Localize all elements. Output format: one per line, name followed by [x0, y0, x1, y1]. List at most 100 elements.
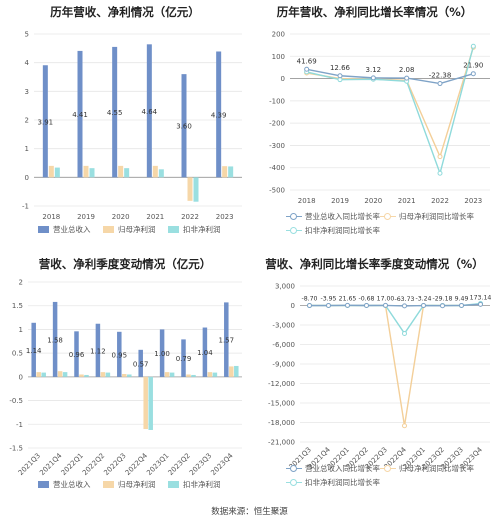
series-point: [326, 303, 331, 309]
bar-deducted: [84, 374, 89, 377]
x-tick-label: 2019: [77, 213, 95, 221]
x-tick-label: 2023: [464, 197, 482, 205]
data-label: 4.39: [211, 111, 227, 119]
y-tick-label: 1: [25, 145, 29, 153]
legend-swatch: [38, 481, 49, 488]
y-tick-label: 0.5: [12, 350, 23, 358]
data-label: 4.64: [142, 108, 158, 116]
series-point: [421, 303, 426, 309]
x-tick-label: 2020: [364, 197, 382, 205]
legend-marker: [286, 213, 302, 220]
bar-deducted: [234, 365, 239, 377]
data-label: -0.68: [358, 296, 374, 303]
bar-deducted: [89, 168, 95, 178]
legend-label: 营业总收入: [53, 225, 91, 234]
data-label: 0.96: [69, 351, 85, 359]
data-label: 3.12: [366, 66, 382, 74]
y-tick-label: 0: [281, 75, 285, 83]
data-label: 17.00: [377, 295, 395, 302]
data-label: 1.57: [219, 337, 235, 345]
bar-deducted: [127, 374, 132, 377]
y-tick-label: -6,000: [272, 341, 295, 349]
x-tick-label: 2023Q2: [167, 452, 192, 477]
legend-marker: [286, 227, 302, 234]
x-tick-label: 2021: [146, 213, 164, 221]
legend: 营业总收入同比增长率 归母净利润同比增长率 扣非净利润同比增长率: [250, 211, 499, 241]
data-label: 12.66: [330, 64, 351, 72]
y-tick-label: 0: [291, 302, 295, 310]
bar-net-profit: [79, 374, 84, 377]
data-label: 0.95: [112, 351, 128, 359]
legend-item-deducted-growth: 扣非净利润同比增长率: [286, 225, 380, 236]
legend-marker: [380, 213, 396, 220]
data-label: 4.41: [72, 111, 88, 119]
series-point: [402, 330, 407, 336]
bar-revenue: [216, 51, 222, 178]
legend-label: 扣非净利润: [183, 480, 221, 489]
bar-deducted: [124, 168, 130, 178]
bar-net-profit: [83, 165, 89, 178]
legend-marker: [286, 465, 302, 472]
y-tick-label: -1: [22, 203, 29, 211]
y-tick-label: -1: [16, 421, 23, 429]
data-label: 173.14: [470, 294, 492, 301]
bar-net-profit: [100, 372, 106, 377]
chart-title: 营收、净利季度变动情况（亿元）: [38, 257, 212, 271]
data-label: -29.18: [433, 296, 453, 303]
y-tick-label: -1.5: [9, 445, 23, 453]
data-label: 21.65: [339, 295, 357, 302]
bar-net-profit: [186, 374, 191, 377]
bar-revenue: [146, 44, 152, 178]
x-tick-label: 2023Q3: [188, 452, 213, 477]
bar-revenue: [52, 301, 58, 377]
legend: 营业总收入 归母净利润 扣非净利润: [0, 479, 250, 493]
y-tick-label: 3: [25, 88, 29, 96]
data-label: 0.57: [133, 360, 149, 368]
bar-net-profit: [118, 165, 124, 178]
data-label: 1.00: [154, 350, 170, 358]
x-tick-label: 2023: [216, 213, 234, 221]
quarterly-growth-panel: 营收、净利同比增长率季度变动情况（%） -21,000 -18,000 -15,00…: [250, 252, 499, 502]
data-label: 9.49: [455, 295, 469, 302]
bar-revenue: [95, 323, 101, 377]
legend-label: 营业总收入同比增长率: [305, 464, 380, 473]
x-tick-label: 2019: [331, 197, 349, 205]
bar-revenue: [181, 74, 187, 178]
chart-title: 营收、净利同比增长率季度变动情况（%）: [265, 257, 484, 271]
series-point: [470, 71, 476, 77]
bar-net-profit: [48, 165, 54, 178]
series-line-revenue: [306, 68, 474, 85]
x-tick-label: 2022: [181, 213, 199, 221]
data-label: -63.73: [395, 296, 415, 303]
annual-values-panel: 历年营收、净利情况（亿元） -1 0 1 2 3 4 5 2018 2019 2020 2021 20…: [0, 0, 250, 250]
y-tick-label: 1: [19, 326, 23, 334]
legend-swatch: [103, 481, 114, 488]
y-tick-label: 3,000: [275, 283, 295, 291]
series-point: [478, 301, 483, 307]
series-point: [337, 77, 343, 83]
legend-label: 扣非净利润同比增长率: [305, 478, 380, 487]
bar-revenue: [138, 349, 143, 377]
bar-deducted: [105, 372, 111, 377]
data-label: 1.12: [90, 347, 106, 355]
bar-revenue: [202, 327, 208, 377]
legend-label: 归母净利润同比增长率: [399, 212, 474, 221]
series-point: [337, 73, 343, 79]
bar-net-profit: [36, 372, 41, 377]
bar-revenue: [42, 65, 48, 178]
legend-item-deducted: 扣非净利润: [168, 224, 221, 235]
legend: 营业总收入 归母净利润 扣非净利润: [0, 224, 250, 238]
series-point: [437, 154, 443, 160]
legend-item-revenue: 营业总收入: [38, 224, 91, 235]
x-tick-label: 2022Q2: [81, 452, 106, 477]
bar-revenue: [181, 339, 186, 377]
bar-net-profit: [152, 165, 158, 178]
series-point: [440, 303, 445, 309]
bar-deducted: [158, 169, 164, 178]
bar-revenue: [31, 322, 36, 377]
legend-item-net-profit: 归母净利润: [103, 479, 156, 490]
y-tick-label: 5: [25, 31, 29, 39]
series-line-deducted: [309, 302, 481, 335]
data-label: 21.90: [463, 62, 483, 70]
series-point: [370, 75, 376, 81]
